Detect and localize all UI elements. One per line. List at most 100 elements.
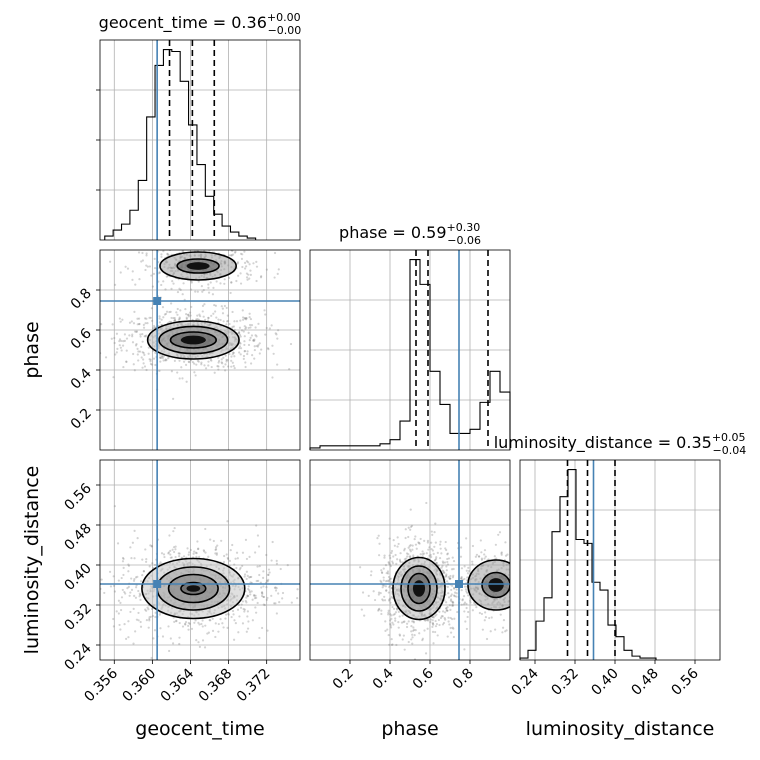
sample-point — [184, 308, 187, 311]
sample-point — [225, 613, 228, 616]
panel-frame-phase — [309, 249, 511, 451]
sample-point — [441, 623, 445, 626]
sample-point — [443, 561, 447, 564]
sample-point — [431, 622, 435, 625]
sample-point — [241, 551, 245, 554]
sample-point — [224, 354, 227, 357]
sample-point — [395, 643, 398, 647]
sample-point — [144, 268, 147, 272]
sample-point — [164, 288, 167, 291]
sample-point — [135, 343, 138, 346]
sample-point — [411, 544, 414, 547]
sample-point — [151, 562, 154, 565]
sample-point — [407, 526, 410, 529]
sample-point — [136, 323, 139, 326]
sample-point — [168, 310, 171, 314]
sample-point — [441, 610, 445, 613]
sample-point — [529, 584, 531, 586]
sample-point — [127, 563, 130, 566]
sample-point — [236, 262, 239, 265]
sample-point — [439, 543, 442, 546]
sample-point — [449, 616, 452, 620]
sample-point — [239, 342, 242, 345]
sample-point — [222, 626, 225, 629]
sample-point — [248, 312, 251, 315]
sample-point — [130, 577, 133, 580]
sample-point — [148, 616, 151, 619]
sample-point — [116, 347, 119, 350]
sample-point — [204, 318, 207, 321]
sample-point — [426, 541, 429, 544]
sample-point — [257, 545, 261, 548]
sample-point — [303, 327, 305, 329]
sample-point — [123, 333, 126, 336]
sample-point — [253, 594, 256, 597]
sample-point — [130, 557, 133, 560]
sample-point — [255, 524, 258, 527]
sample-point — [441, 560, 444, 563]
sample-point — [450, 568, 454, 571]
sample-point — [218, 359, 221, 363]
sample-point — [446, 606, 449, 609]
sample-point — [202, 549, 205, 552]
x-tick-label: 0.48 — [628, 666, 661, 699]
sample-point — [387, 609, 390, 612]
sample-point — [398, 615, 401, 618]
sample-point — [170, 302, 173, 305]
sample-point — [386, 579, 389, 582]
sample-point — [114, 283, 117, 286]
sample-point — [142, 323, 145, 326]
sample-point — [138, 592, 141, 595]
sample-point — [361, 591, 365, 594]
sample-point — [279, 567, 282, 571]
sample-point — [275, 559, 278, 562]
contour-line — [392, 556, 446, 621]
contour-line — [481, 571, 510, 599]
sample-point — [540, 568, 542, 570]
sample-point — [248, 323, 252, 327]
sample-point — [198, 313, 201, 316]
sample-point — [196, 547, 200, 551]
sample-point — [245, 260, 249, 263]
sample-point — [170, 556, 173, 559]
sample-point — [211, 629, 215, 632]
sample-point — [393, 544, 396, 547]
sample-point — [181, 625, 185, 628]
sample-point — [261, 626, 264, 630]
sample-point — [120, 339, 123, 343]
sample-point — [449, 595, 452, 598]
sample-point — [226, 626, 229, 629]
sample-point — [131, 270, 134, 273]
sample-point — [408, 545, 411, 548]
sample-point — [414, 543, 418, 546]
sample-point — [440, 566, 443, 569]
sample-point — [389, 619, 392, 622]
sample-point — [201, 619, 204, 622]
panel-frame-geocent_time-luminosity_distance — [99, 459, 301, 661]
sample-point — [407, 535, 410, 539]
sample-point — [363, 614, 366, 617]
sample-point — [254, 551, 257, 554]
sample-point — [493, 555, 496, 558]
sample-point — [402, 620, 405, 624]
sample-point — [204, 367, 208, 370]
sample-point — [117, 599, 120, 602]
sample-point — [219, 617, 222, 621]
sample-point — [390, 643, 394, 647]
sample-point — [132, 322, 136, 325]
sample-point — [463, 648, 466, 651]
sample-point — [533, 572, 535, 574]
sample-point — [239, 282, 243, 285]
sample-point — [98, 594, 100, 596]
sample-point — [430, 541, 433, 544]
sample-point — [160, 255, 163, 259]
sample-point — [281, 591, 285, 595]
sample-point — [222, 560, 226, 564]
sample-point — [452, 574, 455, 577]
y-tick-label: 0.40 — [61, 561, 94, 594]
sample-point — [150, 363, 154, 366]
sample-point — [242, 330, 245, 333]
sample-point — [512, 601, 514, 603]
sample-point — [113, 584, 116, 588]
sample-point — [253, 348, 256, 352]
